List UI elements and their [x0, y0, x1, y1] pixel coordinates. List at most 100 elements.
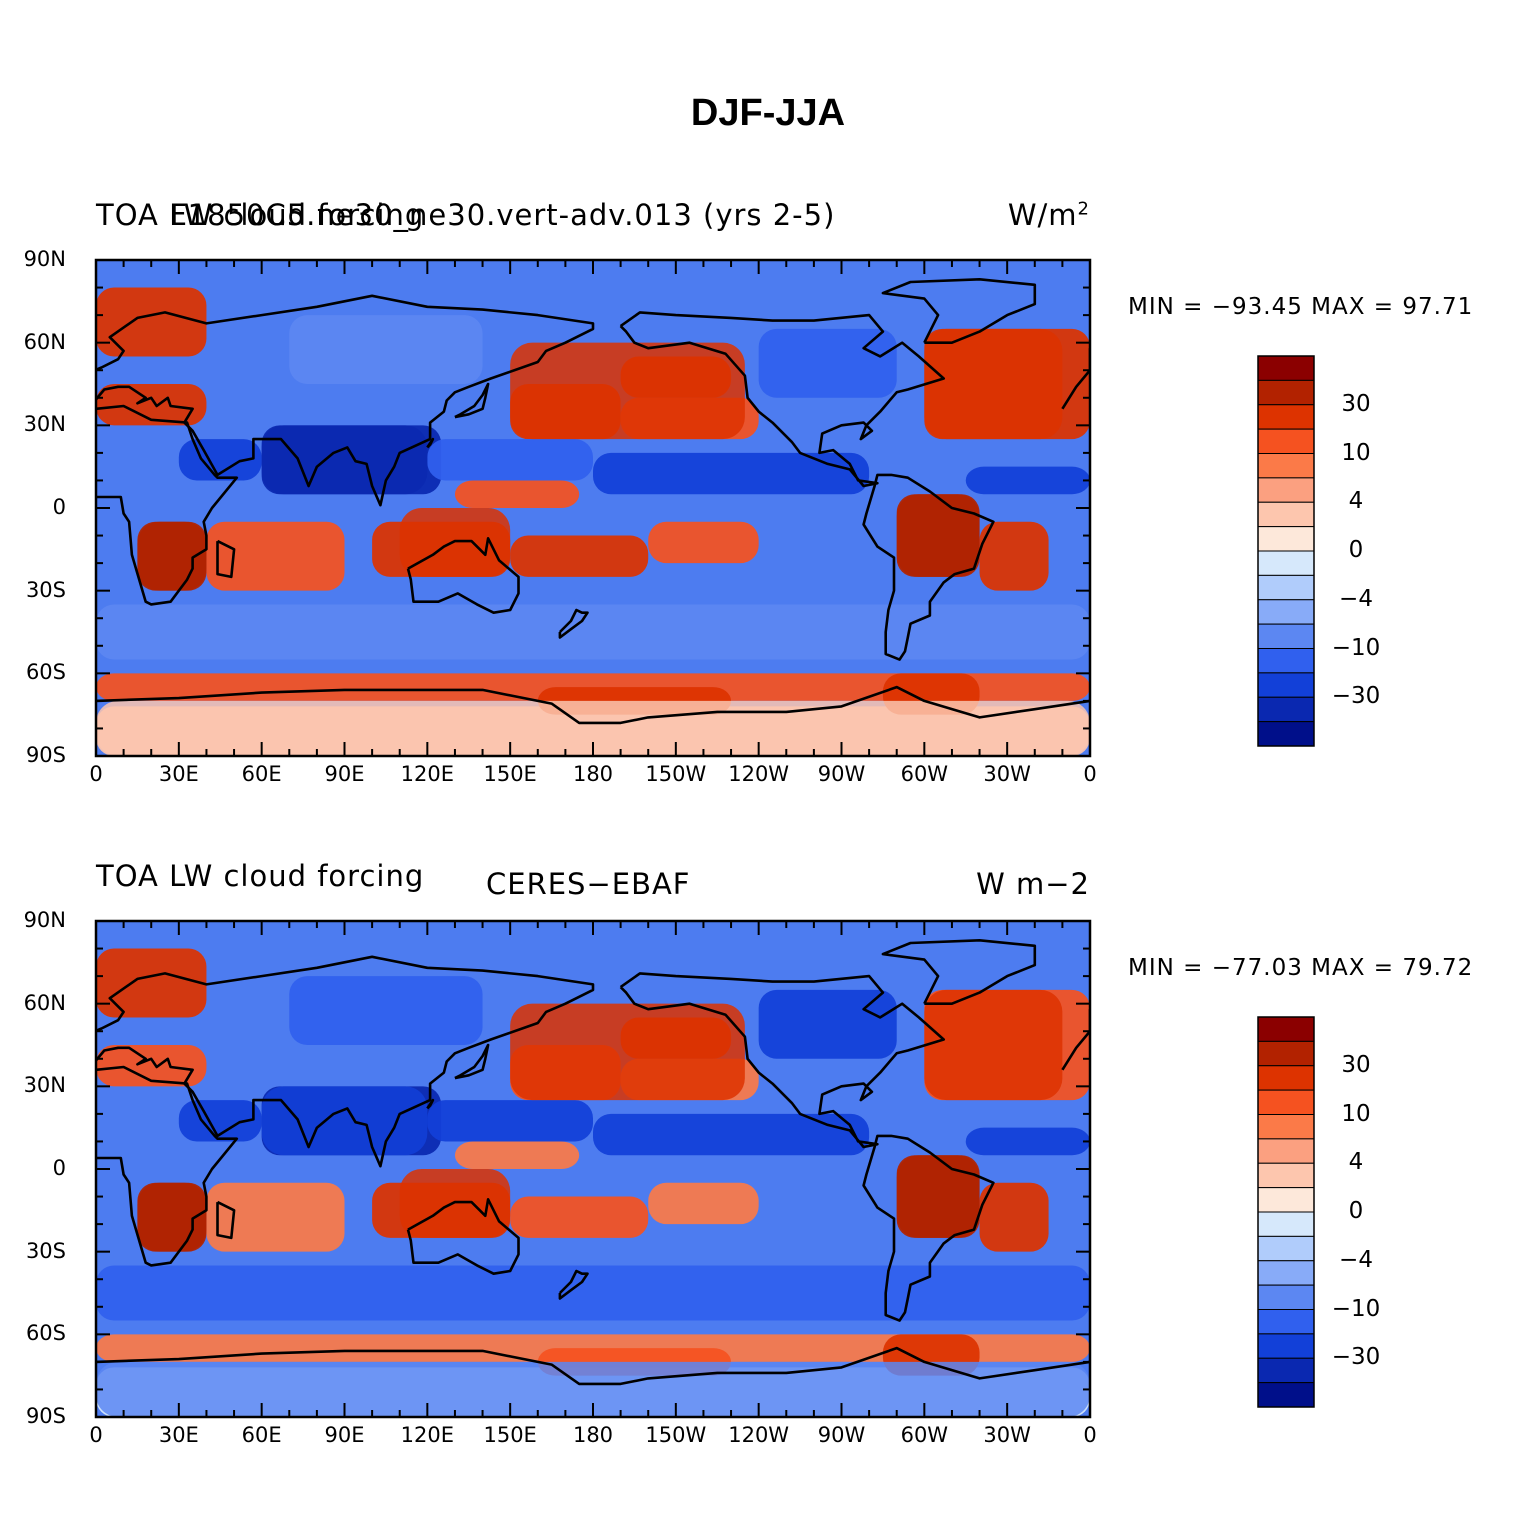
colorbar-swatch [1257, 453, 1315, 479]
min-max-readout: MIN = −93.45 MAX = 97.71 [1128, 294, 1474, 320]
colorbar-label: 10 [1341, 1100, 1371, 1127]
colorbar-swatch [1257, 1162, 1315, 1189]
coastline-0 [1061, 348, 1090, 410]
field-region-18 [96, 1045, 207, 1087]
colorbar-label: 30 [1341, 390, 1371, 417]
lon-tick-label: 90E [324, 1423, 365, 1447]
field-region-12 [178, 439, 262, 481]
field-region-13 [427, 1100, 593, 1142]
coastline-3 [406, 1197, 520, 1276]
colorbar-frame [1257, 355, 1315, 747]
data-region-south-asia [261, 1086, 428, 1156]
lon-tick-label: 60W [900, 1423, 949, 1447]
field-region-16 [96, 604, 1090, 660]
coastline-7 [96, 685, 1090, 725]
colorbar-swatch [1257, 501, 1315, 528]
lon-tick-label: 0 [89, 762, 103, 786]
colorbar-swatch [1257, 1187, 1315, 1213]
colorbar-label: −4 [1339, 1246, 1373, 1273]
model-panel: TOA LW cloud forcing F1850C5.ne30_ne30.v… [0, 180, 1536, 840]
units-superscript: 2 [1077, 198, 1090, 220]
field-region-10 [454, 1141, 580, 1169]
map-plot [94, 919, 1315, 1419]
coastline-6 [881, 939, 1037, 1005]
field-region-19 [96, 948, 207, 1018]
lat-tick-label: 90N [23, 908, 66, 932]
panel-variable-label: TOA LW cloud forcing [96, 859, 425, 893]
units-base: W m−2 [976, 867, 1090, 901]
panel-units-label: W/m2 [1008, 198, 1090, 232]
coastline-5 [862, 473, 995, 661]
lon-tick-label: 0 [1083, 762, 1097, 786]
colorbar-label: −10 [1331, 634, 1381, 661]
data-region-north-pacific [510, 342, 745, 440]
lon-tick-label: 30W [983, 762, 1031, 786]
data-region-north-atlantic [924, 328, 1063, 440]
colorbar-label: −30 [1331, 1344, 1381, 1371]
coastline-5 [862, 1134, 995, 1322]
lat-tick-label: 30N [23, 1073, 66, 1098]
colorbar-swatch [1257, 1016, 1315, 1042]
lon-tick-label: 30E [158, 762, 199, 786]
colorbar-swatch [1257, 1040, 1315, 1067]
lon-tick-label: 120W [728, 762, 790, 786]
coastline-4 [619, 311, 946, 488]
lon-tick-label: 30E [158, 1423, 199, 1447]
lat-tick-label: 30S [25, 577, 66, 602]
field-region-20 [289, 976, 483, 1045]
colorbar-label: −4 [1339, 585, 1373, 612]
data-region-north-pacific [510, 1003, 745, 1101]
min-max-readout: MIN = −77.03 MAX = 79.72 [1128, 955, 1474, 981]
field-region-21 [758, 989, 897, 1059]
field-region-10 [454, 480, 580, 508]
lon-tick-label: 180 [572, 1423, 614, 1447]
field-region-14 [593, 1113, 870, 1156]
field-region-4 [206, 521, 345, 591]
colorbar-label: 4 [1348, 1149, 1364, 1176]
colorbar-swatch [1257, 1284, 1315, 1310]
field-region-14 [593, 452, 870, 495]
lat-tick-label: 60N [23, 990, 66, 1015]
field-region-16 [96, 1265, 1090, 1321]
field-region-4 [206, 1182, 345, 1252]
colorbar-swatch [1257, 550, 1315, 576]
data-region-amazon [896, 1155, 980, 1238]
coastline-8 [558, 1269, 589, 1300]
coastline-10 [426, 1098, 435, 1110]
lon-tick-label: 0 [1083, 1423, 1097, 1447]
lon-tick-label: 180 [572, 762, 614, 786]
colorbar-swatch [1257, 574, 1315, 601]
colorbar-swatch [1257, 1357, 1315, 1384]
colorbar-label: 10 [1341, 439, 1371, 466]
panel-case-label: F1850C5.ne30_ne30.vert-adv.013 (yrs 2-5) [170, 198, 836, 232]
field-region-8 [510, 535, 649, 577]
colorbar-swatch [1257, 672, 1315, 698]
colorbar-swatch [1257, 1138, 1315, 1164]
lon-tick-label: 90W [817, 1423, 866, 1447]
coastline-4 [619, 972, 946, 1149]
colorbar-swatch [1257, 599, 1315, 625]
lon-tick-label: 150W [645, 762, 707, 786]
field-region-13 [427, 439, 593, 481]
field-region-19 [96, 287, 207, 357]
field-region-22 [96, 1334, 1090, 1362]
coastline-11 [216, 1200, 236, 1240]
lon-tick-label: 60E [241, 762, 282, 786]
units-base: W/m [1007, 198, 1078, 232]
coastline-8 [558, 608, 589, 639]
lon-tick-label: 0 [89, 1423, 103, 1447]
colorbar-label: 30 [1341, 1051, 1371, 1078]
panel-variable-label: TOA LW cloud forcing [96, 198, 425, 232]
lat-tick-label: 0 [52, 495, 66, 519]
colorbar-swatch [1257, 721, 1315, 747]
coastline-6 [881, 278, 1037, 344]
field-region-15 [965, 1127, 1090, 1156]
colorbar-swatch [1257, 1235, 1315, 1262]
coastline-11 [216, 539, 236, 579]
coastline-10 [426, 437, 435, 449]
coastline-0 [1061, 1009, 1090, 1071]
colorbar-swatch [1257, 1114, 1315, 1140]
lon-tick-label: 90E [324, 762, 365, 786]
lat-tick-label: 0 [52, 1156, 66, 1180]
colorbar-frame [1257, 1016, 1315, 1408]
